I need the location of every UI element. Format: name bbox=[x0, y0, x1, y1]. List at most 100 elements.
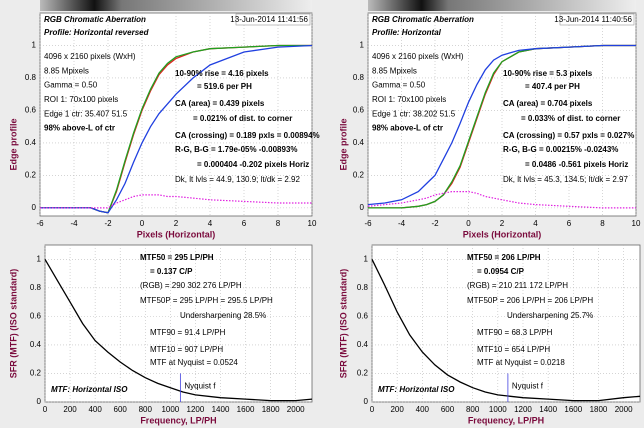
result-line: MTF10 = 654 LP/PH bbox=[477, 345, 550, 354]
info-line: Gamma = 0.50 bbox=[44, 81, 98, 90]
result-line: CA (crossing) = 0.189 pxls = 0.00894% bbox=[175, 131, 320, 140]
info-line: 8.85 Mpixels bbox=[372, 66, 417, 75]
y-tick-label: 0.4 bbox=[353, 138, 365, 147]
y-tick-label: 0.4 bbox=[25, 138, 37, 147]
x-tick-label: 0 bbox=[140, 219, 145, 228]
y-tick-label: 0.4 bbox=[30, 340, 42, 349]
y-tick-label: 0.2 bbox=[357, 369, 369, 378]
result-line: 10-90% rise = 5.3 pixels bbox=[503, 69, 593, 78]
result-line: R-G, B-G = 0.00215% -0.0243% bbox=[503, 145, 618, 154]
x-tick-label: 0 bbox=[466, 219, 471, 228]
edge-strip bbox=[368, 0, 636, 11]
x-tick-label: 200 bbox=[63, 405, 77, 414]
x-tick-label: 8 bbox=[276, 219, 281, 228]
result-line: MTF90 = 68.3 LP/PH bbox=[477, 328, 553, 337]
y-tick-label: 0.8 bbox=[30, 283, 42, 292]
y-tick-label: 0.8 bbox=[357, 283, 369, 292]
edge-strip bbox=[40, 0, 312, 11]
y-tick-label: 0.2 bbox=[25, 171, 37, 180]
y-axis-label: Edge profile bbox=[8, 118, 18, 170]
result-line: MTF50 = 295 LP/PH bbox=[140, 253, 214, 262]
y-tick-label: 0 bbox=[360, 203, 365, 212]
info-line: Edge 1 ctr: 38.202 51.5 bbox=[372, 109, 456, 118]
y-axis-label: Edge profile bbox=[338, 118, 348, 170]
panel-title: RGB Chromatic Aberration bbox=[372, 15, 474, 24]
x-tick-label: 400 bbox=[416, 405, 430, 414]
x-axis-label: Pixels (Horizontal) bbox=[137, 229, 216, 239]
info-line: ROI 1: 70x100 pixels bbox=[44, 95, 118, 104]
x-tick-label: 0 bbox=[43, 405, 48, 414]
result-line: CA (area) = 0.439 pixels bbox=[175, 99, 265, 108]
result-line: R-G, B-G = 1.79e-05% -0.00893% bbox=[175, 145, 298, 154]
info-line: Edge 1 ctr: 35.407 51.5 bbox=[44, 109, 128, 118]
profile: Profile: Horizontal bbox=[372, 28, 442, 37]
x-tick-label: 1400 bbox=[539, 405, 557, 414]
x-tick-label: 1000 bbox=[161, 405, 179, 414]
info-line: 98% above-L of ctr bbox=[372, 124, 443, 133]
x-tick-label: -2 bbox=[431, 219, 439, 228]
result-line: = 0.137 C/P bbox=[150, 267, 193, 276]
x-tick-label: 2 bbox=[174, 219, 179, 228]
page: {"chart_data": [ {"type": "line", "heade… bbox=[0, 0, 644, 428]
x-tick-label: 2000 bbox=[287, 405, 305, 414]
y-axis-label: SFR (MTF) (ISO standard) bbox=[8, 269, 18, 379]
x-tick-label: 1200 bbox=[187, 405, 205, 414]
x-tick-label: -6 bbox=[36, 219, 44, 228]
y-tick-label: 0.8 bbox=[353, 73, 365, 82]
x-tick-label: 400 bbox=[88, 405, 102, 414]
caption: MTF: Horizontal ISO bbox=[378, 385, 455, 394]
x-tick-label: 600 bbox=[114, 405, 128, 414]
y-tick-label: 0.6 bbox=[30, 311, 42, 320]
x-axis-label: Pixels (Horizontal) bbox=[463, 229, 542, 239]
x-tick-label: -2 bbox=[104, 219, 112, 228]
x-tick-label: 200 bbox=[390, 405, 404, 414]
result-line: 10-90% rise = 4.16 pixels bbox=[175, 69, 269, 78]
result-line: (RGB) = 290 302 276 LP/PH bbox=[140, 281, 242, 290]
chart-grid: 00.20.40.60.81-6-4-20246810Pixels (Horiz… bbox=[0, 0, 644, 428]
x-tick-label: 800 bbox=[466, 405, 480, 414]
info-line: ROI 1: 70x100 pixels bbox=[372, 95, 446, 104]
x-tick-label: -6 bbox=[364, 219, 372, 228]
info-line: 4096 x 2160 pixels (WxH) bbox=[372, 52, 464, 61]
result-line: = 407.4 per PH bbox=[525, 82, 580, 91]
x-tick-label: 800 bbox=[139, 405, 153, 414]
result-line: MTF50P = 295 LP/PH = 295.5 LP/PH bbox=[140, 296, 273, 305]
info-line: 98% above-L of ctr bbox=[44, 124, 115, 133]
result-line: = 0.0954 C/P bbox=[477, 267, 525, 276]
result-line: = 0.000404 -0.202 pixels Horiz bbox=[197, 160, 309, 169]
x-axis-label: Frequency, LP/PH bbox=[140, 415, 216, 425]
nyquist-label: Nyquist f bbox=[184, 381, 216, 390]
x-tick-label: 0 bbox=[370, 405, 375, 414]
x-tick-label: 2 bbox=[500, 219, 505, 228]
info-line: 8.85 Mpixels bbox=[44, 66, 89, 75]
result-line: Undersharpening 28.5% bbox=[180, 311, 266, 320]
y-tick-label: 1 bbox=[360, 41, 365, 50]
profile: Profile: Horizontal reversed bbox=[44, 28, 150, 37]
y-axis-label: SFR (MTF) (ISO standard) bbox=[338, 269, 348, 379]
x-tick-label: 8 bbox=[600, 219, 605, 228]
result-line: Dk, lt lvls = 44.9, 130.9; lt/dk = 2.92 bbox=[175, 175, 301, 184]
result-line: MTF90 = 91.4 LP/PH bbox=[150, 328, 226, 337]
y-tick-label: 0 bbox=[32, 203, 37, 212]
x-tick-label: 1400 bbox=[212, 405, 230, 414]
date: 13-Jun-2014 11:40:56 bbox=[554, 15, 632, 24]
result-line: MTF50P = 206 LP/PH = 206 LP/PH bbox=[467, 296, 593, 305]
y-tick-label: 0.6 bbox=[25, 106, 37, 115]
y-tick-label: 0.6 bbox=[357, 311, 369, 320]
result-line: (RGB) = 210 211 172 LP/PH bbox=[467, 281, 568, 290]
y-tick-label: 0.8 bbox=[25, 73, 37, 82]
result-line: MTF50 = 206 LP/PH bbox=[467, 253, 541, 262]
date: 13-Jun-2014 11:41:56 bbox=[230, 15, 308, 24]
result-line: = 0.033% of dist. to corner bbox=[521, 114, 620, 123]
result-line: Undersharpening 25.7% bbox=[507, 311, 593, 320]
result-line: = 519.6 per PH bbox=[197, 82, 252, 91]
result-line: CA (crossing) = 0.57 pxls = 0.027% bbox=[503, 131, 634, 140]
x-tick-label: -4 bbox=[70, 219, 78, 228]
y-tick-label: 1 bbox=[364, 254, 369, 263]
x-tick-label: 6 bbox=[567, 219, 572, 228]
y-tick-label: 0 bbox=[364, 397, 369, 406]
result-line: Dk, lt lvls = 45.3, 134.5; lt/dk = 2.97 bbox=[503, 175, 629, 184]
x-tick-label: 1800 bbox=[590, 405, 608, 414]
x-tick-label: 10 bbox=[308, 219, 317, 228]
y-tick-label: 0.6 bbox=[353, 106, 365, 115]
